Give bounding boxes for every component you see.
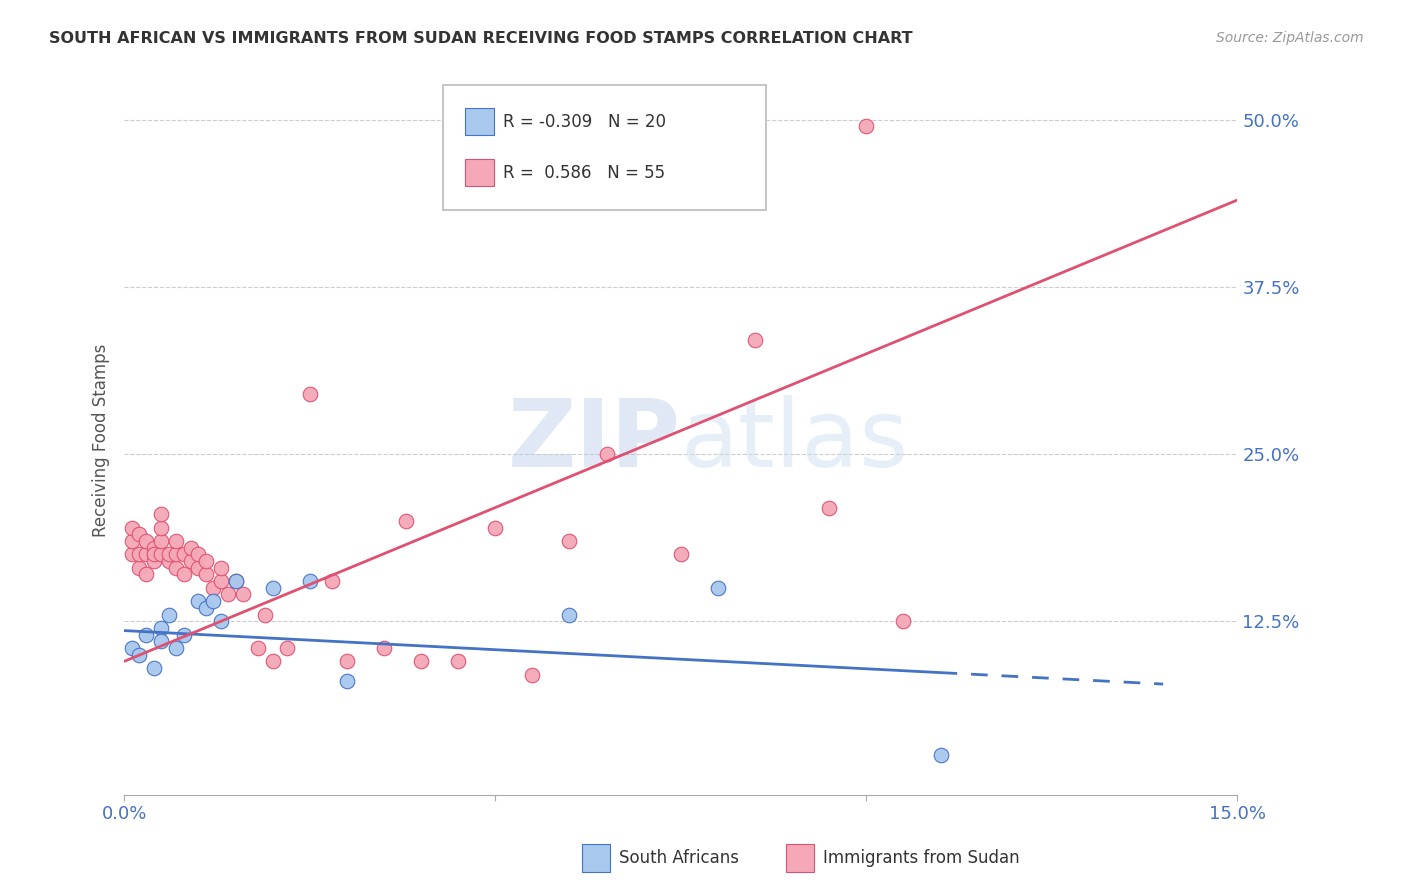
Point bbox=[135, 534, 157, 549]
Point bbox=[336, 674, 359, 689]
Point bbox=[180, 541, 202, 555]
Text: Source: ZipAtlas.com: Source: ZipAtlas.com bbox=[1216, 31, 1364, 45]
Point bbox=[217, 587, 239, 601]
Point bbox=[135, 547, 157, 561]
Point bbox=[121, 521, 143, 535]
Point bbox=[121, 547, 143, 561]
Point bbox=[225, 574, 247, 588]
Text: SOUTH AFRICAN VS IMMIGRANTS FROM SUDAN RECEIVING FOOD STAMPS CORRELATION CHART: SOUTH AFRICAN VS IMMIGRANTS FROM SUDAN R… bbox=[49, 31, 912, 46]
Point bbox=[893, 614, 915, 628]
Text: atlas: atlas bbox=[681, 395, 910, 487]
Point bbox=[121, 534, 143, 549]
Point bbox=[135, 627, 157, 641]
Point bbox=[447, 654, 470, 668]
Point bbox=[855, 120, 877, 134]
Point bbox=[373, 640, 395, 655]
Point bbox=[744, 334, 766, 348]
Point bbox=[173, 627, 195, 641]
Text: R =  0.586   N = 55: R = 0.586 N = 55 bbox=[503, 164, 665, 182]
Point bbox=[173, 547, 195, 561]
Point bbox=[165, 534, 187, 549]
Point bbox=[409, 654, 432, 668]
Y-axis label: Receiving Food Stamps: Receiving Food Stamps bbox=[93, 344, 110, 537]
Point bbox=[818, 500, 841, 515]
Point bbox=[558, 534, 581, 549]
Point bbox=[298, 387, 321, 401]
Text: R = -0.309   N = 20: R = -0.309 N = 20 bbox=[503, 112, 666, 130]
Point bbox=[232, 587, 254, 601]
Point bbox=[484, 521, 506, 535]
Point bbox=[707, 581, 730, 595]
Point bbox=[150, 521, 173, 535]
Point bbox=[157, 547, 180, 561]
Point bbox=[157, 607, 180, 622]
Text: South Africans: South Africans bbox=[619, 849, 738, 867]
Point bbox=[395, 514, 418, 528]
Point bbox=[262, 581, 284, 595]
Point bbox=[150, 634, 173, 648]
Point bbox=[128, 527, 150, 541]
Point bbox=[209, 560, 232, 574]
Point bbox=[202, 594, 225, 608]
Point bbox=[522, 667, 544, 681]
Point bbox=[150, 508, 173, 522]
Point bbox=[194, 554, 217, 568]
Point bbox=[150, 534, 173, 549]
Point bbox=[276, 640, 298, 655]
Point bbox=[929, 747, 952, 762]
Point bbox=[187, 594, 209, 608]
Point bbox=[150, 547, 173, 561]
Point bbox=[202, 581, 225, 595]
Point bbox=[209, 614, 232, 628]
Point bbox=[595, 447, 617, 461]
Point bbox=[150, 621, 173, 635]
Point bbox=[142, 541, 165, 555]
Point bbox=[165, 560, 187, 574]
Point bbox=[142, 554, 165, 568]
Point bbox=[128, 547, 150, 561]
Point bbox=[128, 560, 150, 574]
Point bbox=[209, 574, 232, 588]
Point bbox=[165, 547, 187, 561]
Point bbox=[128, 648, 150, 662]
Text: Immigrants from Sudan: Immigrants from Sudan bbox=[823, 849, 1019, 867]
Point bbox=[165, 640, 187, 655]
Point bbox=[187, 560, 209, 574]
Point bbox=[157, 554, 180, 568]
Point bbox=[246, 640, 269, 655]
Point bbox=[142, 547, 165, 561]
Point bbox=[254, 607, 277, 622]
Point bbox=[558, 607, 581, 622]
Point bbox=[298, 574, 321, 588]
Point bbox=[142, 661, 165, 675]
Point bbox=[173, 567, 195, 582]
Point bbox=[262, 654, 284, 668]
Point bbox=[187, 547, 209, 561]
Point bbox=[336, 654, 359, 668]
Point bbox=[321, 574, 343, 588]
Text: ZIP: ZIP bbox=[508, 395, 681, 487]
Point bbox=[121, 640, 143, 655]
Point bbox=[194, 600, 217, 615]
Point bbox=[669, 547, 692, 561]
Point bbox=[180, 554, 202, 568]
Point bbox=[135, 567, 157, 582]
Point bbox=[225, 574, 247, 588]
Point bbox=[194, 567, 217, 582]
